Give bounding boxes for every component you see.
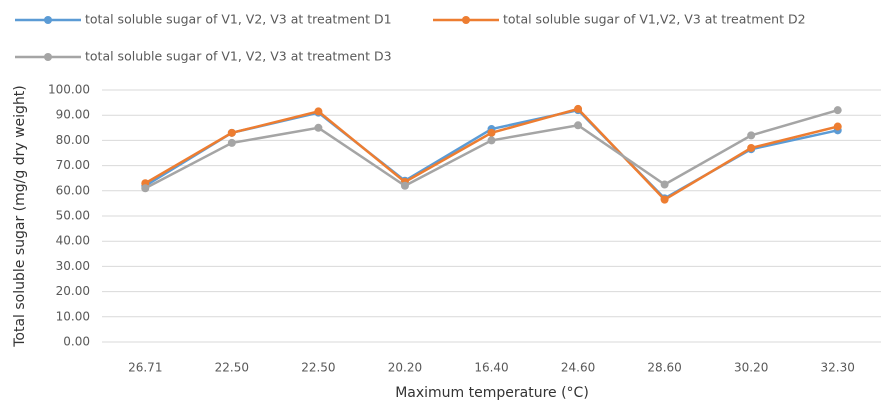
data-point xyxy=(487,136,496,145)
y-tick-label: 30.00 xyxy=(56,259,90,273)
data-point xyxy=(227,128,236,137)
data-point xyxy=(660,180,669,189)
y-tick-label: 0.00 xyxy=(63,335,90,349)
y-tick-label: 100.00 xyxy=(48,83,90,97)
x-tick-label: 26.71 xyxy=(128,361,162,375)
legend-marker xyxy=(44,16,52,24)
legend-marker xyxy=(462,16,470,24)
x-tick-label: 30.20 xyxy=(734,361,768,375)
x-tick-label: 16.40 xyxy=(474,361,508,375)
x-tick-label: 24.60 xyxy=(561,361,595,375)
y-tick-label: 20.00 xyxy=(56,284,90,298)
legend-label: total soluble sugar of V1, V2, V3 at tre… xyxy=(85,49,392,64)
x-tick-label: 22.50 xyxy=(215,361,249,375)
data-point xyxy=(574,104,583,113)
data-point xyxy=(747,131,756,140)
legend-marker xyxy=(44,53,52,61)
x-tick-label: 22.50 xyxy=(301,361,335,375)
data-point xyxy=(400,181,409,190)
series-line xyxy=(144,107,839,202)
data-point xyxy=(833,106,842,115)
x-tick-label: 32.30 xyxy=(821,361,855,375)
data-point xyxy=(314,123,323,132)
y-tick-label: 60.00 xyxy=(56,183,90,197)
series-line xyxy=(144,108,838,200)
data-point xyxy=(314,107,323,116)
y-tick-label: 90.00 xyxy=(56,108,90,122)
data-point xyxy=(487,128,496,137)
y-tick-label: 10.00 xyxy=(56,309,90,323)
y-axis-title: Total soluble sugar (mg/g dry weight) xyxy=(12,85,28,348)
data-point xyxy=(141,184,150,193)
data-point xyxy=(227,138,236,147)
x-axis-title: Maximum temperature (°C) xyxy=(395,385,589,401)
x-tick-label: 20.20 xyxy=(388,361,422,375)
x-tick-label: 28.60 xyxy=(647,361,681,375)
legend-label: total soluble sugar of V1,V2, V3 at trea… xyxy=(503,12,806,27)
y-tick-label: 80.00 xyxy=(56,133,90,147)
legend-label: total soluble sugar of V1, V2, V3 at tre… xyxy=(85,12,392,27)
y-tick-label: 70.00 xyxy=(56,158,90,172)
data-point xyxy=(747,143,756,152)
data-point xyxy=(574,121,583,130)
y-tick-label: 40.00 xyxy=(56,234,90,248)
series-line xyxy=(144,108,839,190)
data-point xyxy=(660,195,669,204)
y-tick-label: 50.00 xyxy=(56,209,90,223)
data-point xyxy=(833,122,842,131)
